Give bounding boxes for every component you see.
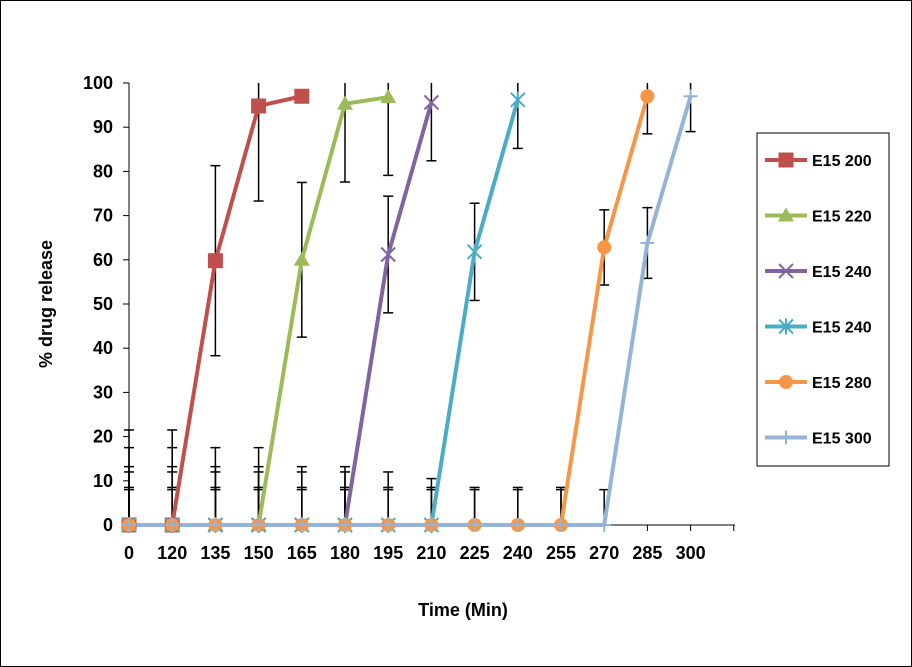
data-point: [338, 518, 352, 532]
data-point: [207, 253, 223, 269]
legend-label-2: E15 240: [812, 264, 872, 281]
data-point: [597, 240, 612, 255]
data-point: [778, 207, 794, 222]
y-tick-label: 50: [93, 294, 113, 314]
y-tick-label: 60: [93, 250, 113, 270]
data-point: [251, 518, 266, 532]
x-axis-title: Time (Min): [418, 600, 508, 620]
series-line-5: [129, 95, 693, 527]
data-point: [424, 518, 439, 532]
data-point: [381, 518, 396, 532]
series-line-2: [129, 101, 434, 527]
legend-label-4: E15 280: [812, 375, 872, 392]
legend-label-3: E15 240: [812, 320, 872, 337]
legend-label-5: E15 300: [812, 431, 872, 448]
data-point: [683, 89, 698, 104]
x-tick-label: 150: [244, 543, 274, 563]
data-point: [122, 518, 136, 532]
data-point: [778, 263, 794, 279]
x-tick-label: 270: [589, 543, 619, 563]
data-point: [554, 518, 568, 532]
data-point: [779, 375, 793, 389]
x-tick-label: 240: [503, 543, 533, 563]
x-tick-label: 255: [546, 543, 576, 563]
y-tick-label: 90: [93, 117, 113, 137]
data-point: [380, 246, 396, 263]
series-markers: [121, 88, 698, 533]
x-tick-label: 195: [373, 543, 403, 563]
y-tick-label: 30: [93, 382, 113, 402]
y-tick-label: 0: [103, 515, 113, 535]
data-point: [510, 518, 525, 532]
legend-box: [756, 132, 890, 467]
data-point: [294, 88, 310, 104]
x-tick-label: 180: [330, 543, 360, 563]
data-point: [165, 518, 180, 532]
data-point: [640, 89, 655, 104]
legend-label-1: E15 220: [812, 209, 872, 226]
data-point: [640, 236, 655, 251]
data-point: [293, 251, 310, 266]
y-tick-label: 40: [93, 338, 113, 358]
data-point: [778, 152, 794, 168]
x-tick-label: 285: [632, 543, 662, 563]
y-tick-label: 10: [93, 471, 113, 491]
x-tick-label: 300: [676, 543, 706, 563]
data-point: [466, 243, 483, 260]
legend-label-0: E15 200: [812, 153, 872, 170]
y-tick-label: 80: [93, 161, 113, 181]
data-point: [251, 98, 267, 114]
y-axis-title: % drug release: [36, 240, 56, 368]
x-tick-label: 135: [200, 543, 230, 563]
data-point: [208, 518, 223, 532]
data-point: [510, 91, 526, 108]
data-point: [467, 518, 482, 532]
legend: E15 200 E15 220 E15 240 E15 240 E15 280 E15 3…: [756, 132, 890, 467]
data-point: [597, 518, 612, 532]
x-tick-label: 165: [287, 543, 317, 563]
y-tick-label: 20: [93, 427, 113, 447]
y-tick-label: 70: [93, 206, 113, 226]
x-tick-label: 120: [157, 543, 187, 563]
data-point: [423, 94, 440, 111]
data-point: [778, 318, 794, 335]
series-line-3: [129, 99, 520, 527]
data-point: [380, 89, 397, 104]
x-tick-label: 225: [460, 543, 490, 563]
data-point: [294, 518, 309, 532]
x-tick-label: 210: [416, 543, 446, 563]
series-lines: [129, 94, 693, 527]
x-tick-label: 0: [124, 543, 134, 563]
y-tick-label: 100: [83, 73, 113, 93]
data-point: [779, 430, 793, 445]
data-point: [337, 95, 353, 110]
